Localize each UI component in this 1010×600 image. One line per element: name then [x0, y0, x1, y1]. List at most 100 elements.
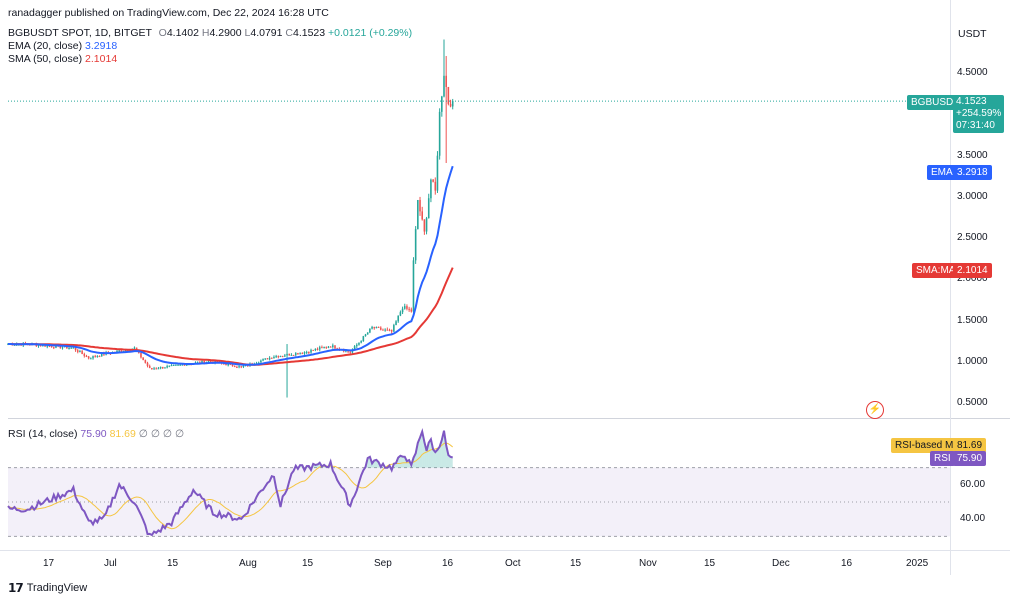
price-tick: 1.5000 [957, 315, 988, 326]
candle [301, 352, 304, 355]
time-tick: Dec [772, 558, 790, 569]
rsi-tag-value[interactable]: 75.90 [953, 451, 987, 466]
candle-body [299, 353, 301, 355]
candle-body [85, 355, 88, 357]
rsi-legend[interactable]: RSI (14, close) 75.90 81.69 ∅ ∅ ∅ ∅ [8, 428, 185, 440]
candle-body [388, 329, 391, 331]
rsi-overbought-fill [433, 449, 436, 468]
time-tick: 16 [841, 558, 853, 569]
candle-body [281, 355, 284, 357]
candle-body [290, 354, 293, 356]
candle-body [68, 347, 70, 349]
sma-tag-value[interactable]: 2.1014 [953, 263, 992, 278]
rsi-ma-tag-label[interactable]: RSI-based MA [891, 438, 965, 453]
candle-body [349, 351, 352, 353]
candle [290, 353, 293, 356]
candle-body [151, 367, 153, 369]
candle [310, 348, 312, 354]
time-tick: 15 [570, 558, 582, 569]
candle-body [257, 362, 260, 364]
candle-body [434, 181, 437, 191]
rsi-line [7, 427, 453, 537]
candle-body [13, 344, 16, 346]
candle-body [94, 356, 96, 358]
candle [382, 328, 384, 331]
ema-legend[interactable]: EMA (20, close) 3.2918 [8, 40, 118, 52]
candle-body [48, 345, 51, 347]
candle [412, 257, 415, 314]
candle-body [120, 350, 123, 352]
candle-body [275, 356, 277, 358]
candle-body [371, 326, 373, 329]
time-tick: 15 [167, 558, 179, 569]
candle [260, 359, 262, 363]
rsi-overbought-fill [417, 437, 421, 468]
rsi-tick: 60.00 [960, 479, 986, 490]
rsi-tag-label[interactable]: RSI [930, 451, 955, 466]
candle-body [297, 353, 299, 355]
candle-body [74, 347, 77, 351]
candle-body [81, 351, 83, 354]
candle-body [345, 350, 347, 352]
candle-body [417, 199, 419, 230]
candle [366, 332, 369, 335]
candle-body [225, 364, 227, 366]
candle-body [286, 353, 288, 356]
candle-body [76, 350, 79, 352]
rsi-ma-legend-value: 81.69 [109, 428, 136, 440]
rsi-overbought-fill [402, 456, 405, 468]
candle-body [412, 260, 415, 312]
time-tick: Nov [639, 558, 657, 569]
candle-body [70, 347, 73, 349]
rsi-overbought-fill [420, 431, 423, 468]
candle [360, 340, 362, 344]
candle-body [312, 349, 314, 351]
candle-body [116, 350, 118, 353]
candle-body [373, 326, 376, 329]
chart-background [8, 467, 950, 537]
candle-body [201, 361, 203, 364]
candle [270, 357, 273, 359]
candle-body [390, 329, 393, 332]
candle [427, 193, 430, 219]
candle [430, 178, 432, 203]
candle-body [177, 364, 179, 366]
candle [85, 354, 88, 358]
rsi-overbought-fill [400, 455, 403, 468]
candle [332, 343, 334, 349]
ema-tag-value[interactable]: 3.2918 [953, 165, 992, 180]
price-tag[interactable]: 4.1523 +254.59% 07:31:40 [953, 95, 1005, 133]
candle [297, 352, 299, 355]
candle [399, 310, 402, 317]
candle-body [384, 329, 386, 331]
candle [318, 345, 321, 352]
candle-body [451, 101, 454, 107]
candle-body [268, 357, 271, 360]
candle [393, 323, 395, 333]
candle-body [46, 345, 49, 347]
candle-body [410, 309, 413, 312]
candle-body [436, 155, 439, 191]
ema-tag-label[interactable]: EMA [927, 165, 957, 180]
candle [142, 357, 144, 361]
candle-body [327, 346, 330, 348]
candle [140, 352, 142, 359]
currency-label[interactable]: USDT [958, 28, 987, 40]
candle [425, 216, 428, 235]
rsi-ma-tag-value[interactable]: 81.69 [953, 438, 987, 453]
candle-body [406, 306, 408, 309]
candle [410, 307, 413, 313]
symbol-legend[interactable]: BGBUSDT SPOT, 1D, BITGET O4.1402 H4.2900… [8, 27, 413, 39]
sma-tag-label[interactable]: SMA:MA [912, 263, 960, 278]
candle-body [266, 358, 269, 360]
sma-legend[interactable]: SMA (50, close) 2.1014 [8, 53, 118, 65]
lightning-icon[interactable]: ⚡ [866, 401, 884, 419]
candle-body [356, 344, 358, 347]
candle-body [140, 352, 142, 358]
price-symbol-tag[interactable]: BGBUSDT [907, 95, 964, 110]
tradingview-footer[interactable]: 𝟭𝟳 TradingView [8, 581, 87, 595]
candle-body [264, 358, 267, 360]
candle-body [445, 75, 447, 87]
candle [161, 366, 164, 370]
